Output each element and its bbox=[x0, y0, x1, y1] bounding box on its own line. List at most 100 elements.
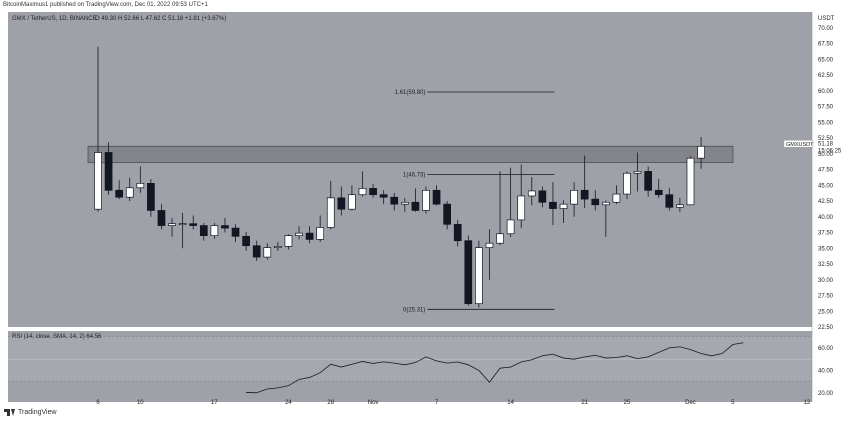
x-tick-3: 24 bbox=[285, 400, 292, 406]
candle-body-49 bbox=[612, 193, 621, 203]
candle-body-41 bbox=[527, 190, 536, 197]
candle-body-45 bbox=[570, 189, 578, 205]
candle-body-11 bbox=[210, 225, 219, 237]
candle-body-3 bbox=[125, 187, 134, 198]
candle-body-52 bbox=[644, 171, 653, 191]
publish-info: BitcoinMaximus1 published on TradingView… bbox=[3, 2, 208, 8]
resistance-zone bbox=[87, 145, 734, 163]
footer-brand: TradingView bbox=[18, 409, 57, 416]
tradingview-logo-icon bbox=[4, 409, 15, 416]
candle-body-22 bbox=[326, 197, 335, 228]
y-tick-9: 47.50 bbox=[818, 168, 834, 174]
candle-body-0 bbox=[94, 152, 102, 210]
x-tick-11: 5 bbox=[731, 400, 735, 406]
price-pane bbox=[8, 12, 812, 327]
candle-body-16 bbox=[263, 247, 272, 258]
x-tick-0: 6 bbox=[96, 400, 100, 406]
candle-body-38 bbox=[496, 233, 504, 244]
candle-body-48 bbox=[601, 201, 610, 206]
y-tick-8: 50.00 bbox=[818, 152, 834, 158]
candle-body-7 bbox=[168, 223, 176, 226]
candle-body-17 bbox=[274, 246, 282, 248]
fib-label-2: 0(25.31) bbox=[403, 307, 425, 313]
x-tick-1: 10 bbox=[137, 400, 144, 406]
y-tick-6: 55.00 bbox=[818, 120, 834, 126]
ohlc-legend: O 49.30 H 52.66 L 47.62 C 51.18 +1.81 (+… bbox=[95, 16, 226, 22]
countdown-label: 15:06:25 bbox=[818, 148, 842, 154]
candle-body-8 bbox=[178, 223, 187, 226]
x-tick-10: Dec bbox=[685, 400, 696, 406]
candle-body-9 bbox=[189, 223, 198, 226]
rsi-tick-0: 60.00 bbox=[818, 346, 834, 352]
y-tick-10: 45.00 bbox=[818, 183, 834, 189]
ticker-box bbox=[783, 140, 814, 148]
last-price-label: 51.18 bbox=[818, 141, 834, 147]
candle-body-42 bbox=[538, 190, 547, 203]
candle-body-40 bbox=[517, 195, 526, 221]
candle-body-43 bbox=[549, 201, 557, 209]
candle-body-56 bbox=[686, 157, 695, 206]
y-tick-15: 32.50 bbox=[818, 262, 834, 268]
x-tick-12: 12 bbox=[804, 400, 811, 406]
candle-body-6 bbox=[157, 210, 166, 226]
y-tick-12: 40.00 bbox=[818, 215, 834, 221]
y-tick-16: 30.00 bbox=[818, 278, 834, 284]
x-tick-8: 21 bbox=[581, 400, 588, 406]
candle-body-51 bbox=[633, 171, 642, 174]
fib-label-1: 1(46.73) bbox=[403, 172, 425, 178]
candle-body-25 bbox=[358, 188, 367, 196]
symbol-legend: GMX / TetherUS, 1D, BINANCE bbox=[12, 16, 97, 22]
candle-body-21 bbox=[316, 227, 325, 240]
candle-body-23 bbox=[337, 197, 346, 210]
candle-body-28 bbox=[390, 196, 399, 205]
rsi-legend: RSI (14, close, SMA, 14, 2) 64.56 bbox=[12, 334, 102, 340]
candle-body-55 bbox=[676, 204, 684, 208]
y-tick-0: 70.00 bbox=[818, 26, 834, 32]
y-tick-17: 27.50 bbox=[818, 294, 834, 300]
candle-body-47 bbox=[591, 198, 600, 206]
candle-body-14 bbox=[242, 235, 250, 247]
candle-body-15 bbox=[252, 245, 261, 258]
candle-body-2 bbox=[115, 189, 124, 198]
ticker-label: GMXUSDT bbox=[786, 142, 814, 148]
candle-body-57 bbox=[697, 145, 705, 159]
tradingview-footer: TradingView bbox=[4, 409, 57, 416]
candle-body-30 bbox=[411, 201, 420, 211]
candle-body-33 bbox=[443, 203, 451, 225]
rsi-tick-1: 40.00 bbox=[818, 368, 834, 374]
candle-body-27 bbox=[379, 194, 388, 198]
candle-body-1 bbox=[104, 152, 113, 191]
candle-body-4 bbox=[136, 183, 145, 189]
candle-body-20 bbox=[305, 232, 314, 240]
y-tick-7: 52.50 bbox=[818, 136, 834, 142]
candle-body-50 bbox=[623, 172, 631, 195]
fib-label-0: 1.61(59.80) bbox=[395, 90, 426, 96]
y-tick-2: 65.00 bbox=[818, 57, 834, 63]
rsi-tick-2: 20.00 bbox=[818, 391, 834, 397]
candle-body-36 bbox=[475, 247, 483, 305]
candle-body-34 bbox=[453, 223, 462, 242]
currency-label: USDT bbox=[818, 16, 835, 22]
y-tick-3: 62.50 bbox=[818, 73, 834, 79]
x-tick-2: 17 bbox=[211, 400, 218, 406]
candle-body-53 bbox=[654, 189, 663, 196]
candle-body-19 bbox=[295, 232, 303, 237]
y-tick-5: 57.50 bbox=[818, 105, 834, 111]
candle-body-12 bbox=[221, 225, 229, 229]
y-tick-14: 35.00 bbox=[818, 246, 834, 252]
x-tick-4: 28 bbox=[327, 400, 334, 406]
candle-body-35 bbox=[464, 240, 473, 305]
y-tick-4: 60.00 bbox=[818, 89, 834, 95]
candle-body-31 bbox=[422, 189, 430, 211]
candle-body-18 bbox=[284, 235, 293, 247]
candle-body-5 bbox=[147, 183, 155, 211]
x-tick-9: 25 bbox=[624, 400, 631, 406]
candle-body-46 bbox=[580, 189, 589, 200]
x-tick-7: 14 bbox=[507, 400, 514, 406]
x-tick-6: 7 bbox=[435, 400, 439, 406]
candle-body-32 bbox=[432, 189, 441, 205]
candle-body-44 bbox=[559, 203, 568, 209]
y-tick-18: 25.00 bbox=[818, 309, 834, 315]
candle-body-39 bbox=[506, 219, 515, 235]
